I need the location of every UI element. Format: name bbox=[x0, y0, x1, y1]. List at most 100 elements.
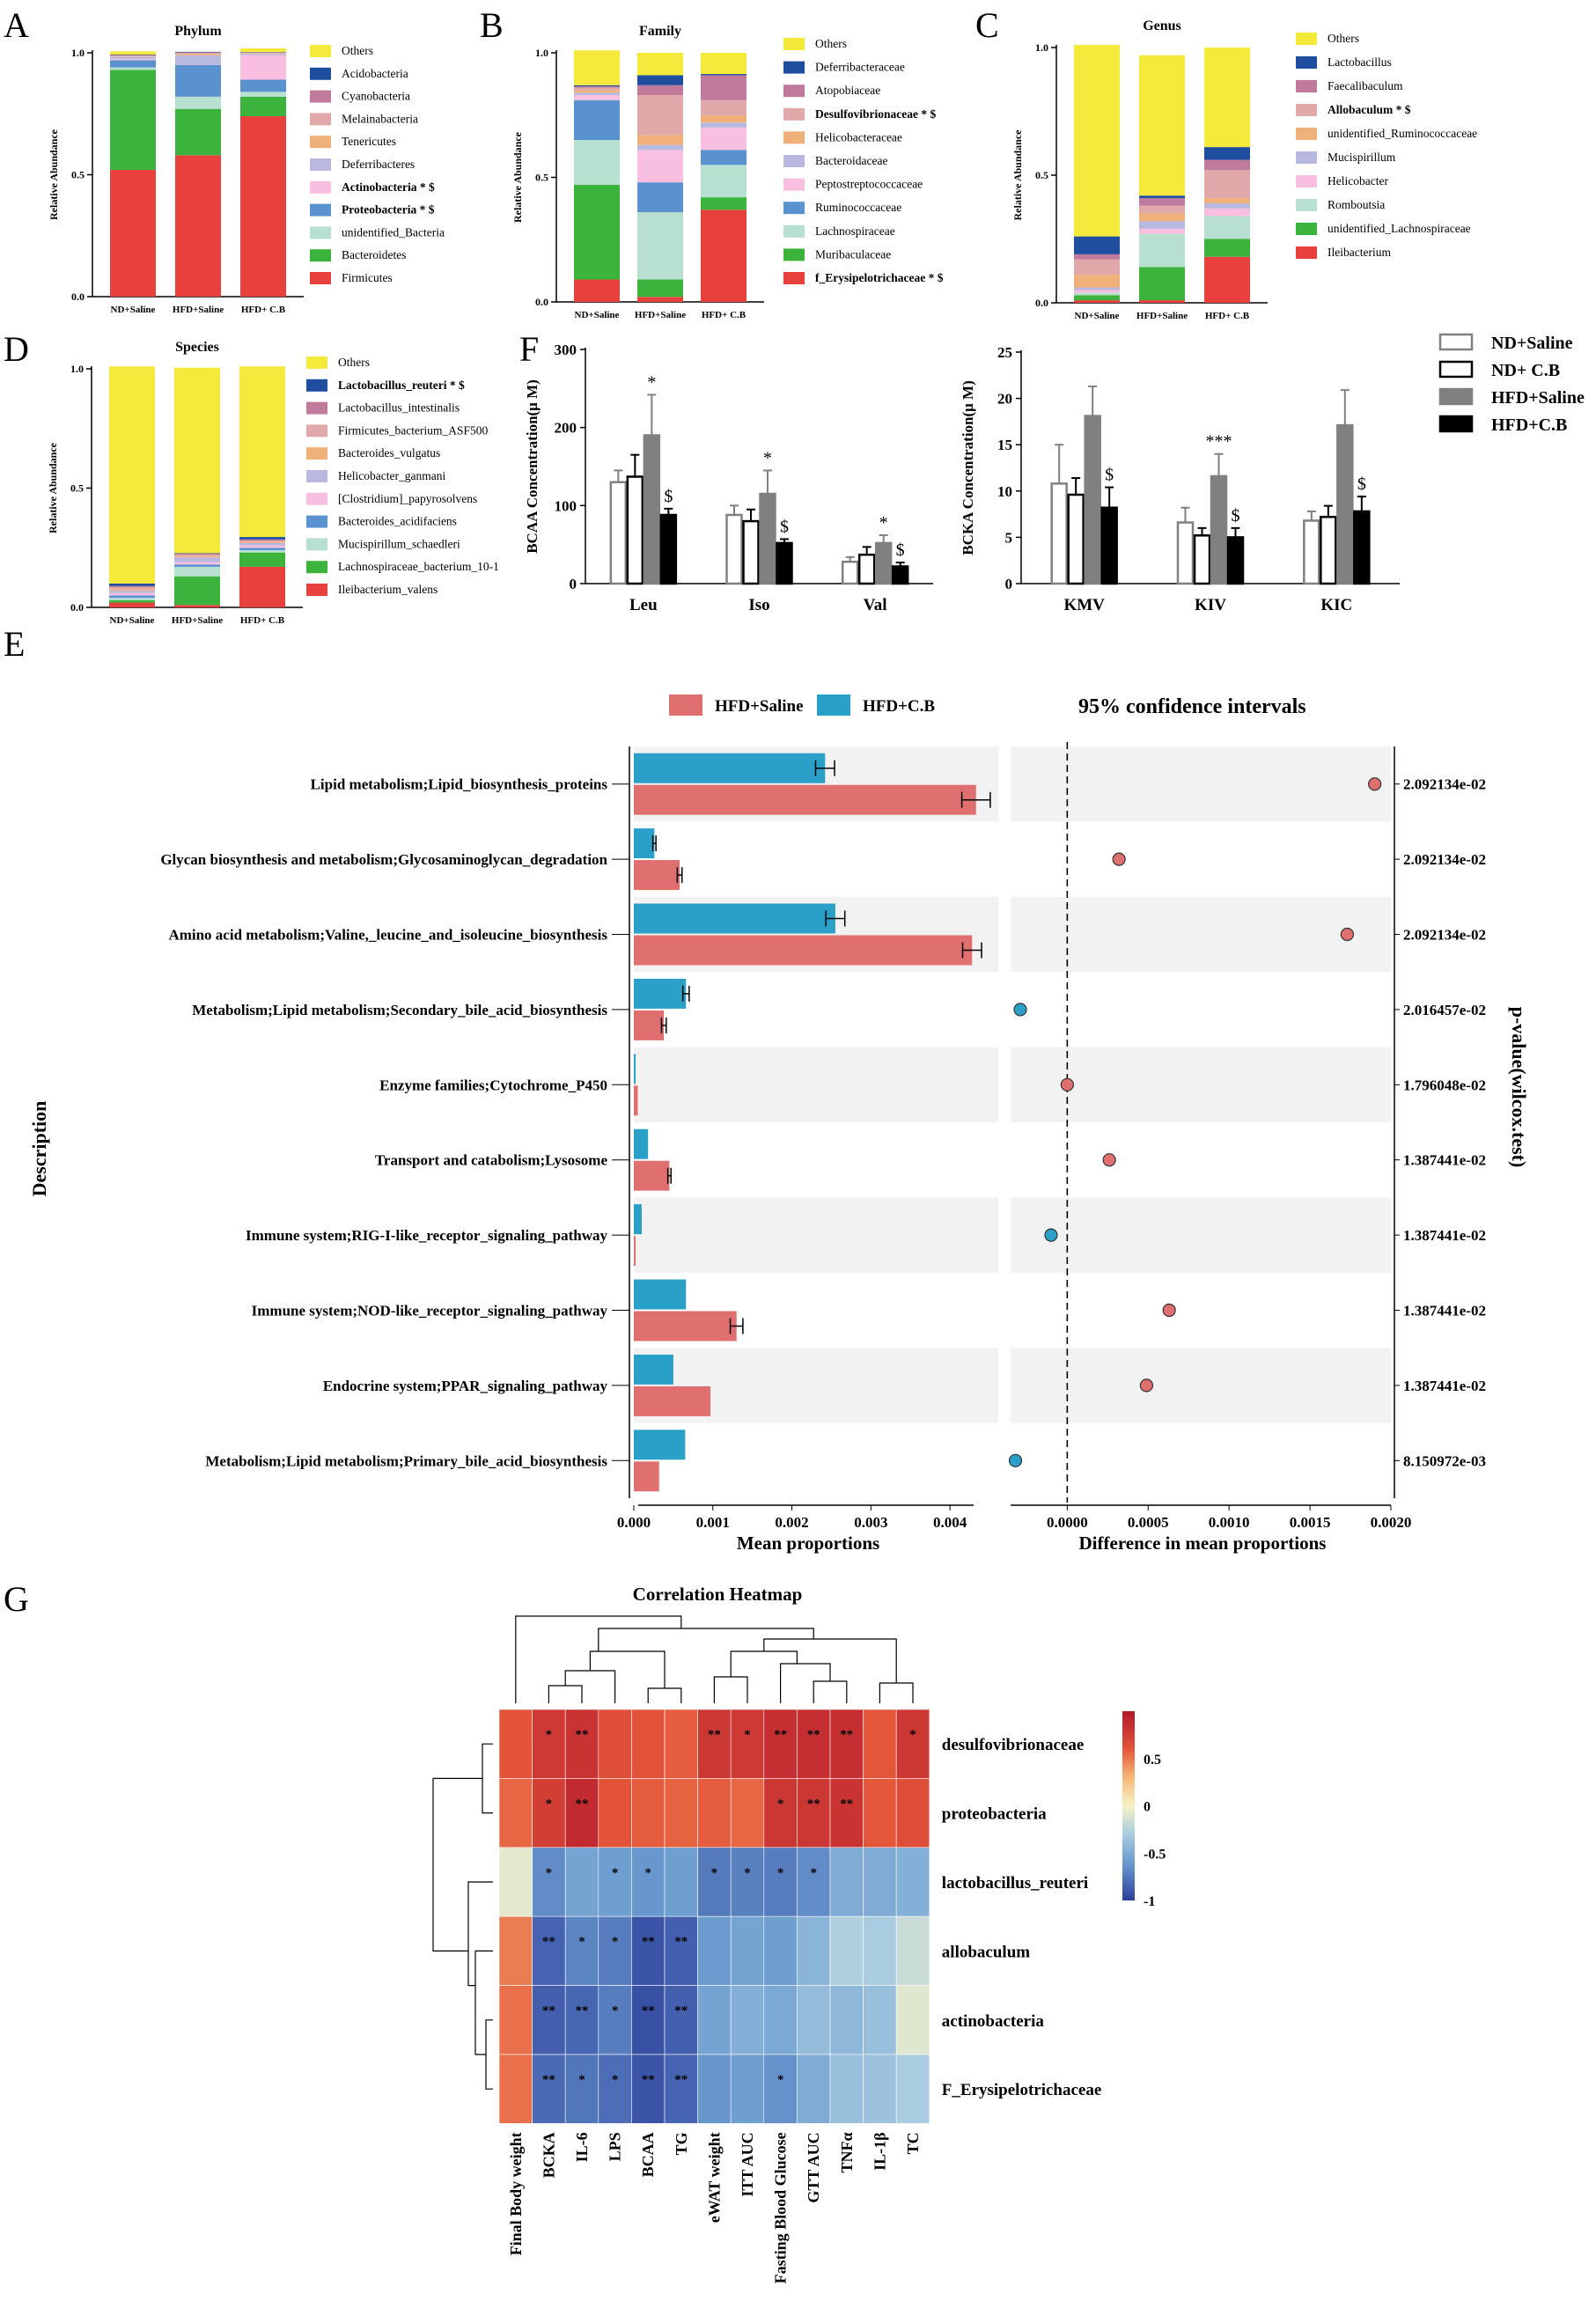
bar-segment bbox=[1204, 239, 1250, 257]
bar-segment bbox=[637, 85, 683, 96]
legend-swatch bbox=[306, 584, 327, 596]
dendrogram-branch bbox=[589, 1650, 666, 1688]
bar-hfd-saline bbox=[634, 935, 973, 966]
heatmap-cell bbox=[763, 1985, 798, 2055]
heatmap-cell bbox=[598, 2054, 632, 2124]
legend-swatch bbox=[306, 379, 327, 392]
heatmap-star: ** bbox=[774, 1728, 787, 1742]
heatmap-star: * bbox=[777, 1866, 784, 1880]
dendrogram-branch bbox=[763, 1638, 897, 1683]
bar-segment bbox=[637, 95, 683, 136]
heatmap-cell bbox=[664, 1778, 698, 1849]
heatmap-star: * bbox=[612, 1866, 619, 1880]
heatmap-cell bbox=[797, 2054, 831, 2124]
dendrogram-branch bbox=[482, 1743, 493, 1814]
legend-swatch bbox=[817, 695, 850, 716]
heatmap-cell bbox=[763, 1778, 798, 1849]
row-label: proteobacteria bbox=[942, 1805, 1047, 1824]
bar-segment bbox=[1139, 267, 1185, 301]
heatmap-cell bbox=[564, 2054, 599, 2124]
x-tick-label: HFD+ C.B bbox=[240, 615, 285, 626]
heatmap-cell bbox=[863, 1847, 897, 1917]
legend-label: HFD+Saline bbox=[1491, 388, 1585, 408]
bar-segment bbox=[574, 90, 620, 93]
heatmap-cell bbox=[631, 1709, 666, 1779]
legend-label: Lactobacillus_reuteri * $ bbox=[338, 379, 465, 392]
bar-hfd-saline bbox=[634, 1311, 737, 1341]
heatmap-star: ** bbox=[542, 2073, 555, 2087]
y-tick-label: 100 bbox=[555, 497, 577, 514]
bar-segment bbox=[574, 87, 620, 91]
legend-swatch bbox=[1438, 387, 1474, 406]
bar-segment bbox=[109, 598, 155, 600]
legend-swatch bbox=[306, 356, 327, 369]
col-label: IL-6 bbox=[573, 2132, 591, 2162]
row-band bbox=[634, 1047, 998, 1122]
bar-segment bbox=[239, 549, 285, 553]
bar-hfd-cb bbox=[634, 1279, 687, 1310]
bar-hfd-saline bbox=[634, 1236, 636, 1267]
heatmap-cell bbox=[498, 1915, 533, 1986]
bar-segment bbox=[174, 605, 220, 607]
bar-segment bbox=[1204, 48, 1250, 148]
x-tick-label: ND+Saline bbox=[1075, 311, 1120, 321]
col-label: TC bbox=[904, 2132, 922, 2154]
legend-swatch bbox=[1296, 246, 1317, 259]
legend-swatch bbox=[310, 90, 331, 103]
x-tick-label: HFD+Saline bbox=[173, 305, 224, 315]
legend-label: f_Erysipelotrichaceae * $ bbox=[815, 271, 944, 284]
category-label: Amino acid metabolism;Valine,_leucine_an… bbox=[168, 927, 607, 944]
difference-point bbox=[1139, 1378, 1154, 1393]
legend-label: Faecalibaculum bbox=[1328, 79, 1403, 92]
bar-segment bbox=[110, 60, 156, 68]
bar-segment bbox=[239, 541, 285, 543]
bar-segment bbox=[109, 599, 155, 603]
legend-swatch bbox=[306, 424, 327, 437]
bar-segment bbox=[701, 165, 747, 198]
bar-segment bbox=[1204, 159, 1250, 171]
legend-label: Cyanobacteria bbox=[342, 90, 410, 103]
heatmap-star: ** bbox=[576, 1797, 589, 1811]
col-label: eWAT weight bbox=[705, 2132, 723, 2223]
bar bbox=[643, 434, 661, 585]
heatmap-star: * bbox=[546, 1728, 553, 1742]
bar-segment bbox=[701, 114, 747, 123]
difference-point bbox=[1162, 1303, 1176, 1318]
bar-hfd-cb bbox=[634, 1430, 686, 1460]
heatmap-cell bbox=[532, 2054, 566, 2124]
heatmap-cell bbox=[631, 1915, 666, 1986]
legend-label: Firmicutes bbox=[342, 271, 393, 284]
panel-d: Species Relative Abundance 0.0 0.5 1.0 ND+Sal… bbox=[47, 340, 499, 626]
category-label: Metabolism;Lipid metabolism;Secondary_bi… bbox=[192, 1002, 607, 1018]
y-tick-label: 1.0 bbox=[71, 47, 85, 59]
chart-title: Phylum bbox=[174, 24, 222, 39]
panel-a: Phylum Relative Abundance 0.0 0.5 1.0 ND+Sali… bbox=[48, 24, 445, 315]
significance-mark: * bbox=[647, 372, 656, 392]
heatmap-cell bbox=[895, 1847, 930, 1917]
bar-segment bbox=[574, 140, 620, 185]
legend-label: Romboutsia bbox=[1328, 198, 1385, 211]
heatmap-star: * bbox=[777, 2073, 784, 2087]
bar-segment bbox=[109, 602, 155, 607]
y-tick-label: 20 bbox=[997, 391, 1012, 408]
bar-hfd-cb bbox=[634, 1054, 636, 1084]
dendrogram-branch bbox=[467, 1881, 493, 1987]
significance-mark: $ bbox=[664, 487, 673, 506]
colorbar-label: 0.5 bbox=[1144, 1753, 1161, 1768]
category-label: Transport and catabolism;Lysosome bbox=[375, 1152, 608, 1169]
legend-label: Bacteroides_vulgatus bbox=[338, 446, 440, 459]
x-tick-label: KMV bbox=[1063, 596, 1105, 614]
bar bbox=[874, 541, 893, 585]
legend-label: [Clostridium]_papyrosolvens bbox=[338, 492, 477, 505]
bar bbox=[1320, 516, 1337, 585]
difference-point bbox=[1368, 777, 1382, 791]
bar-segment bbox=[175, 64, 221, 97]
bar-hfd-cb bbox=[634, 903, 835, 934]
bar bbox=[1067, 493, 1085, 585]
right-axis-label: p-value(wilcox.test) bbox=[1508, 1007, 1530, 1168]
bar-segment bbox=[1204, 170, 1250, 199]
col-label: Final Body weight bbox=[507, 2132, 525, 2255]
dendrogram-branch bbox=[780, 1663, 831, 1703]
row-label: lactobacillus_reuteri bbox=[942, 1874, 1088, 1893]
